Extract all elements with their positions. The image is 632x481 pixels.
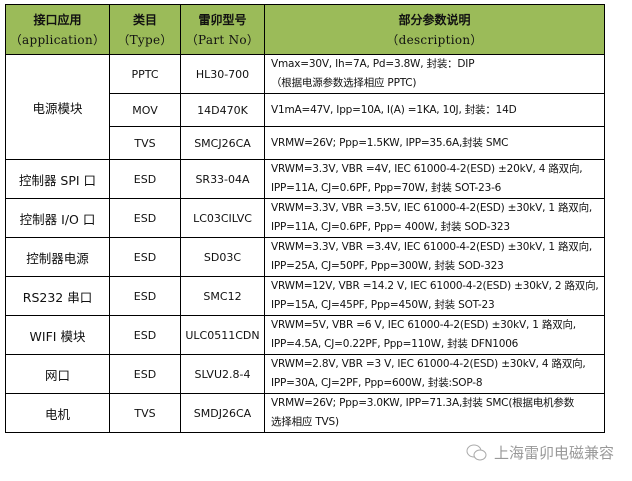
- part-number-cell: ULC0511CDN: [180, 315, 265, 355]
- type-cell: ESD: [109, 354, 181, 394]
- table-row: WIFI 模块 ESD ULC0511CDN VRWM=5V, VBR =6 V, I…: [5, 315, 605, 355]
- description-line-1: V1mA=47V, Ipp=10A, I(A) =1KA, 10J, 封装：14…: [271, 103, 517, 116]
- description-line-2: IPP=11A, CJ=0.6PF, Ppp= 400W, 封装 SOD-323: [271, 221, 510, 233]
- description-cell: VRMW=26V; Ppp=3.0KW, IPP=71.3A,封装 SMC(根据…: [264, 393, 605, 433]
- part-number-cell: SMC12: [180, 276, 265, 316]
- application-cell: 电源模块: [5, 54, 110, 160]
- application-cell: 控制器 SPI 口: [5, 159, 110, 199]
- type-cell: TVS: [109, 393, 181, 433]
- type-cell: PPTC: [109, 54, 181, 94]
- application-cell: 控制器电源: [5, 237, 110, 277]
- description-cell: VRWM=12V, VBR =14.2 V, IEC 61000-4-2(ESD…: [264, 276, 605, 316]
- part-number-cell: SD03C: [180, 237, 265, 277]
- table-row: 控制器 I/O 口 ESD LC03CILVC VRWM=3.3V, VBR =3.5…: [5, 198, 605, 238]
- description-cell: VRWM=2.8V, VBR =3 V, IEC 61000-4-2(ESD) …: [264, 354, 605, 394]
- header-app-en: （application）: [9, 32, 106, 47]
- description-line-2: IPP=30A, CJ=2PF, Ppp=600W, 封装:SOP-8: [271, 377, 483, 389]
- part-number-cell: LC03CILVC: [180, 198, 265, 238]
- interface-protection-table: 接口应用 （application） 类目 （Type） 雷卯型号 （Part No）…: [5, 4, 605, 433]
- part-number-cell: SLVU2.8-4: [180, 354, 265, 394]
- description-line-1: VRMW=26V; Ppp=1.5KW, IPP=35.6A,封装 SMC: [271, 136, 509, 149]
- application-cell: 电机: [5, 393, 110, 433]
- description-line-2: IPP=25A, CJ=50PF, Ppp=300W, 封装 SOD-323: [271, 260, 504, 272]
- description-cell: VRWM=5V, VBR =6 V, IEC 61000-4-2(ESD) ±3…: [264, 315, 605, 355]
- watermark: 上海雷卯电磁兼容: [466, 442, 614, 463]
- description-line-2: IPP=11A, CJ=0.6PF, Ppp=70W, 封装 SOT-23-6: [271, 182, 502, 194]
- description-line-2: （根据电源参数选择相应 PPTC): [271, 77, 417, 89]
- description-cell: VRWM=3.3V, VBR =4V, IEC 61000-4-2(ESD) ±…: [264, 159, 605, 199]
- part-number-cell: SMDJ26CA: [180, 393, 265, 433]
- part-number-cell: HL30-700: [180, 54, 265, 94]
- description-line-1: VRWM=3.3V, VBR =4V, IEC 61000-4-2(ESD) ±…: [271, 163, 583, 175]
- table-row: 网口 ESD SLVU2.8-4 VRWM=2.8V, VBR =3 V, IEC 6…: [5, 354, 605, 394]
- header-type-cn: 类目: [132, 12, 157, 27]
- header-desc: 部分参数说明 （description）: [264, 4, 605, 55]
- table-row: RS232 串口 ESD SMC12 VRWM=12V, VBR =14.2 V, I…: [5, 276, 605, 316]
- header-part-en: （Part No）: [185, 32, 260, 47]
- table-row: 控制器电源 ESD SD03C VRWM=3.3V, VBR =3.4V, IEC 6…: [5, 237, 605, 277]
- type-cell: ESD: [109, 276, 181, 316]
- description-line-1: VRMW=26V; Ppp=3.0KW, IPP=71.3A,封装 SMC(根据…: [271, 397, 575, 409]
- description-cell: VRWM=3.3V, VBR =3.5V, IEC 61000-4-2(ESD)…: [264, 198, 605, 238]
- header-type: 类目 （Type）: [109, 4, 181, 55]
- description-line-1: VRWM=3.3V, VBR =3.4V, IEC 61000-4-2(ESD)…: [271, 241, 593, 253]
- table-row: 电机 TVS SMDJ26CA VRMW=26V; Ppp=3.0KW, IPP=71…: [5, 393, 605, 433]
- description-line-2: IPP=4.5A, CJ=0.22PF, Ppp=110W, 封装 DFN100…: [271, 338, 519, 350]
- description-line-1: VRWM=3.3V, VBR =3.5V, IEC 61000-4-2(ESD)…: [271, 202, 593, 214]
- type-cell: ESD: [109, 159, 181, 199]
- description-line-2: 选择相应 TVS): [271, 416, 339, 428]
- description-line-1: VRWM=12V, VBR =14.2 V, IEC 61000-4-2(ESD…: [271, 280, 599, 292]
- header-type-en: （Type）: [117, 32, 173, 47]
- application-cell: WIFI 模块: [5, 315, 110, 355]
- part-number-cell: SMCJ26CA: [180, 126, 265, 160]
- description-cell: VRMW=26V; Ppp=1.5KW, IPP=35.6A,封装 SMC: [264, 126, 605, 160]
- part-number-cell: 14D470K: [180, 93, 265, 127]
- part-number-cell: SR33-04A: [180, 159, 265, 199]
- table-row: 电源模块 PPTC HL30-700 Vmax=30V, Ih=7A, Pd=3.8W…: [5, 54, 605, 160]
- description-line-1: VRWM=2.8V, VBR =3 V, IEC 61000-4-2(ESD) …: [271, 358, 586, 370]
- application-cell: 控制器 I/O 口: [5, 198, 110, 238]
- header-app: 接口应用 （application）: [5, 4, 110, 55]
- type-cell: ESD: [109, 237, 181, 277]
- description-line-1: Vmax=30V, Ih=7A, Pd=3.8W, 封装：DIP: [271, 58, 475, 70]
- header-desc-cn: 部分参数说明: [398, 12, 471, 27]
- header-desc-en: （description）: [386, 32, 483, 47]
- table-row: 控制器 SPI 口 ESD SR33-04A VRWM=3.3V, VBR =4V, …: [5, 159, 605, 199]
- description-cell: V1mA=47V, Ipp=10A, I(A) =1KA, 10J, 封装：14…: [264, 93, 605, 127]
- description-line-1: VRWM=5V, VBR =6 V, IEC 61000-4-2(ESD) ±3…: [271, 319, 576, 331]
- description-cell: Vmax=30V, Ih=7A, Pd=3.8W, 封装：DIP （根据电源参数选…: [264, 54, 605, 94]
- type-cell: TVS: [109, 126, 181, 160]
- header-row: 接口应用 （application） 类目 （Type） 雷卯型号 （Part No）…: [5, 4, 605, 55]
- description-line-2: IPP=15A, CJ=45PF, Ppp=450W, 封装 SOT-23: [271, 299, 495, 311]
- header-app-cn: 接口应用: [33, 12, 82, 27]
- type-cell: ESD: [109, 198, 181, 238]
- type-cell: ESD: [109, 315, 181, 355]
- table-row: MOV 14D470K V1mA=47V, Ipp=10A, I(A) =1KA, …: [6, 93, 605, 127]
- header-part-cn: 雷卯型号: [198, 12, 247, 27]
- type-cell: MOV: [109, 93, 181, 127]
- watermark-text: 上海雷卯电磁兼容: [494, 444, 615, 462]
- header-part: 雷卯型号 （Part No）: [180, 4, 265, 55]
- application-cell: RS232 串口: [5, 276, 110, 316]
- application-cell: 网口: [5, 354, 110, 394]
- table-row: TVS SMCJ26CA VRMW=26V; Ppp=1.5KW, IPP=35.6…: [6, 126, 605, 160]
- description-cell: VRWM=3.3V, VBR =3.4V, IEC 61000-4-2(ESD)…: [264, 237, 605, 277]
- wechat-icon: [466, 444, 487, 460]
